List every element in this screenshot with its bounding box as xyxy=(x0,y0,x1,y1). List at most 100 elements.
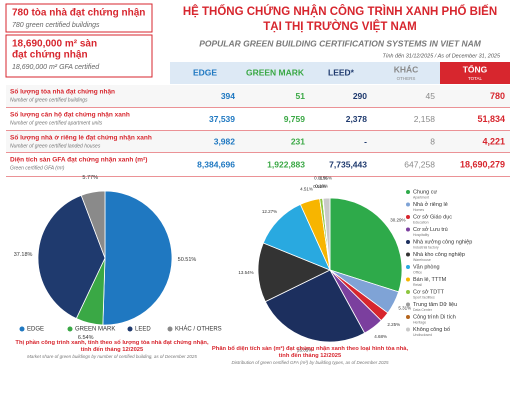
legend-sub: Data Center xyxy=(413,308,433,312)
row-sub: Number of green certified buildings xyxy=(10,97,88,103)
column-header: TỔNG xyxy=(463,63,488,74)
legend-swatch xyxy=(127,326,133,332)
table-cell: 4,221 xyxy=(482,136,505,146)
legend-sub: Retail xyxy=(413,283,422,287)
table-cell: 37,539 xyxy=(209,114,235,124)
table-cell: 647,258 xyxy=(404,159,435,169)
legend-swatch xyxy=(406,327,410,332)
legend-label: LEED xyxy=(135,327,151,333)
legend-swatch xyxy=(406,227,410,232)
stat-sub: 18,690,000 m² GFA certified xyxy=(12,64,100,71)
legend-swatch xyxy=(406,190,410,194)
legend-sub: Homes xyxy=(413,208,424,212)
stat-text: đạt chứng nhận xyxy=(12,50,88,61)
row-label: Số lượng tòa nhà đạt chứng nhận xyxy=(10,88,115,96)
table-cell: 45 xyxy=(426,91,436,101)
stat-text: 18,690,000 m² sàn xyxy=(12,39,97,50)
slice-label: 5.31% xyxy=(398,306,411,311)
column-header: LEED* xyxy=(328,67,355,77)
slice-label: 50.51% xyxy=(178,257,197,263)
legend-label: Công trình Di tích xyxy=(413,314,456,320)
stat-text: 780 tòa nhà đạt chứng nhận xyxy=(12,8,145,19)
row-sub: Number of green certified landed houses xyxy=(10,143,101,149)
row-label: Diện tích sàn GFA đạt chứng nhận xanh (m… xyxy=(10,157,147,164)
legend-swatch xyxy=(406,290,410,294)
legend-swatch xyxy=(67,326,73,332)
legend-label: Cơ sở Giáo dục xyxy=(413,213,452,220)
slice-label: 13.54% xyxy=(238,270,253,275)
table-cell: 2,158 xyxy=(414,114,436,124)
legend-swatch xyxy=(167,326,173,332)
row-sub: Green certified GFA (m²) xyxy=(10,165,65,171)
row-label: Số lượng nhà ở riêng lẻ đạt chứng nhận x… xyxy=(10,134,152,142)
legend-label: Bán lẻ, TTTM xyxy=(413,277,447,283)
pie-slice xyxy=(102,190,173,326)
legend-swatch xyxy=(406,240,410,244)
legend-swatch xyxy=(406,252,410,257)
table-header-bg xyxy=(170,62,440,84)
slice-label: 1.55% xyxy=(319,175,332,180)
legend-label: Trung tâm Dữ liệu xyxy=(413,302,457,308)
caption: Phân bổ diện tích sàn (m²) đạt chứng nhậ… xyxy=(212,345,409,359)
table-cell: 2,378 xyxy=(346,114,368,124)
pie-slice xyxy=(80,190,106,259)
slice-label: 4.51% xyxy=(300,187,313,192)
table-cell: 231 xyxy=(291,136,305,146)
legend-label: GREEN MARK xyxy=(75,327,115,333)
table-cell: 3,982 xyxy=(214,136,236,146)
table-cell: 8 xyxy=(430,136,435,146)
legend-swatch xyxy=(406,202,410,207)
pie-slice xyxy=(264,269,366,343)
row-bg xyxy=(6,153,510,176)
legend-label: Cơ sở Lưu trú xyxy=(413,226,448,233)
slice-label: 0.01% xyxy=(314,176,327,181)
pie-slice xyxy=(322,197,331,271)
legend-sub: Heritage xyxy=(413,320,426,324)
column-header: GREEN MARK xyxy=(246,67,305,77)
row-sub: Number of green certified apartment unit… xyxy=(10,120,103,126)
legend-sub: Education xyxy=(413,220,429,224)
table-cell: 1,922,883 xyxy=(267,159,305,169)
table-cell: 780 xyxy=(490,91,505,101)
legend-sub: Apartment xyxy=(413,195,429,199)
slice-label: 12.27% xyxy=(262,209,277,214)
legend-label: KHÁC / OTHERS xyxy=(175,326,222,333)
column-sub: OTHERS xyxy=(397,76,416,81)
title: TẠI THỊ TRƯỜNG VIỆT NAM xyxy=(263,20,417,33)
legend-label: EDGE xyxy=(27,327,44,333)
subtitle: POPULAR GREEN BUILDING CERTIFICATION SYS… xyxy=(199,38,482,48)
date: Tính đến 31/12/2025 / As of December 31,… xyxy=(382,52,500,59)
table-cell: 394 xyxy=(221,91,235,101)
table-cell: 18,690,279 xyxy=(460,159,505,169)
row-bg xyxy=(6,131,510,152)
column-header: KHÁC xyxy=(394,64,419,74)
table-cell: - xyxy=(364,136,367,146)
caption-en: Market share of green buildings by numbe… xyxy=(27,354,197,359)
legend-sub: Warehouse xyxy=(413,258,431,262)
legend-swatch xyxy=(406,315,410,319)
stat-box xyxy=(5,3,153,33)
legend-swatch xyxy=(19,326,25,332)
slice-label: 2.25% xyxy=(387,322,400,327)
legend-label: Nhà ở riêng lẻ xyxy=(413,201,448,208)
legend-swatch xyxy=(406,265,410,269)
table-cell: 9,759 xyxy=(284,114,306,124)
pie-slice xyxy=(329,197,403,293)
legend-label: Cơ sở TDTT xyxy=(413,288,445,295)
column-sub: TOTAL xyxy=(468,76,483,81)
slice-label: 0.10% xyxy=(315,184,328,189)
slice-label: 6.54% xyxy=(78,335,94,341)
table-cell: 7,735,443 xyxy=(329,159,367,169)
slice-label: 5.77% xyxy=(82,175,98,181)
stat-box xyxy=(5,34,153,78)
legend-sub: Office xyxy=(413,270,422,274)
slice-label: 4.68% xyxy=(374,334,387,339)
legend-label: Nhà kho công nghiệp xyxy=(413,252,465,258)
table-cell: 51 xyxy=(296,91,306,101)
table-cell: 8,384,696 xyxy=(197,159,235,169)
caption-en: Distribution of green certified GFA (m²)… xyxy=(231,360,389,365)
row-label: Số lượng căn hộ đạt chứng nhận xanh xyxy=(10,111,130,119)
legend-sub: Hospitality xyxy=(413,233,429,237)
slice-label: 0.66% xyxy=(313,184,326,189)
